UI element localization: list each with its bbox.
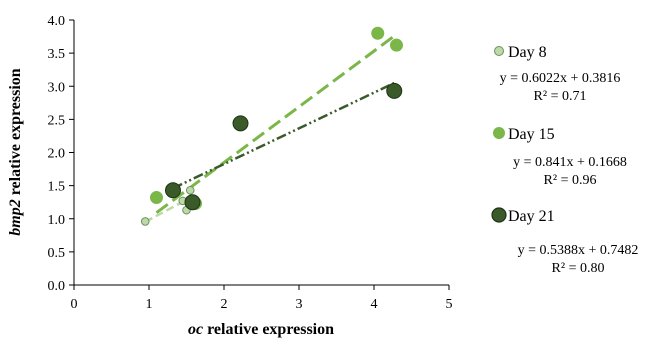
y-tick-label: 2.0 — [48, 147, 66, 162]
data-point-day-21 — [184, 194, 201, 211]
data-point-day-15 — [390, 38, 403, 52]
x-axis-title: oc relative expression — [188, 321, 334, 338]
y-tick-group: 0.0 0.5 1.0 1.5 2.0 2.5 3.0 3.5 4.0 — [48, 14, 74, 294]
equation-day-21: y = 0.5388x + 0.7482 — [518, 243, 639, 258]
y-tick-label: 3.0 — [48, 80, 66, 95]
r2-day-8: R² = 0.71 — [534, 89, 587, 104]
data-point-group — [140, 26, 403, 226]
y-tick-label: 1.5 — [48, 180, 66, 195]
legend-label-day-21: Day 21 — [508, 208, 555, 225]
data-point-day-15 — [371, 26, 385, 40]
y-tick-label: 0.0 — [48, 279, 66, 294]
x-tick-group: 0 1 2 3 4 5 — [71, 285, 453, 312]
r2-day-21: R² = 0.80 — [552, 261, 605, 276]
legend-marker-day-15 — [493, 127, 505, 139]
equation-day-15: y = 0.841x + 0.1668 — [513, 155, 627, 170]
legend-label-day-15: Day 15 — [508, 126, 555, 143]
legend-label-day-8: Day 8 — [508, 44, 547, 61]
y-tick-label: 0.5 — [48, 246, 66, 261]
legend-item-day-15: Day 15 y = 0.841x + 0.1668 R² = 0.96 — [493, 126, 627, 188]
data-point-day-21 — [165, 182, 181, 199]
y-axis-title: bmp2 relative expression — [7, 68, 24, 236]
legend-marker-day-21 — [491, 207, 507, 223]
data-point-day-21 — [386, 82, 403, 99]
y-tick-label: 4.0 — [48, 14, 66, 29]
x-tick-label: 3 — [296, 297, 303, 312]
equation-day-8: y = 0.6022x + 0.3816 — [500, 71, 621, 86]
r2-day-15: R² = 0.96 — [544, 173, 597, 188]
x-tick-label: 2 — [221, 297, 228, 312]
trendline-day-21 — [172, 81, 395, 190]
data-point-day-8 — [140, 217, 150, 226]
x-tick-label: 5 — [446, 297, 453, 312]
data-point-day-21 — [232, 115, 249, 132]
legend-item-day-21: Day 21 y = 0.5388x + 0.7482 R² = 0.80 — [491, 207, 639, 276]
legend: Day 8 y = 0.6022x + 0.3816 R² = 0.71 Day… — [491, 44, 639, 276]
x-tick-label: 0 — [71, 297, 78, 312]
data-point-day-15 — [150, 191, 163, 205]
trendline-group — [144, 33, 398, 223]
x-tick-label: 1 — [146, 297, 153, 312]
y-tick-label: 2.5 — [48, 113, 66, 128]
x-tick-label: 4 — [371, 297, 378, 312]
trendline-day-15 — [155, 33, 398, 214]
legend-marker-day-8 — [494, 46, 504, 56]
data-point-day-8 — [185, 185, 195, 195]
y-tick-label: 3.5 — [48, 47, 66, 62]
y-tick-label: 1.0 — [48, 213, 66, 228]
legend-item-day-8: Day 8 y = 0.6022x + 0.3816 R² = 0.71 — [494, 44, 621, 104]
